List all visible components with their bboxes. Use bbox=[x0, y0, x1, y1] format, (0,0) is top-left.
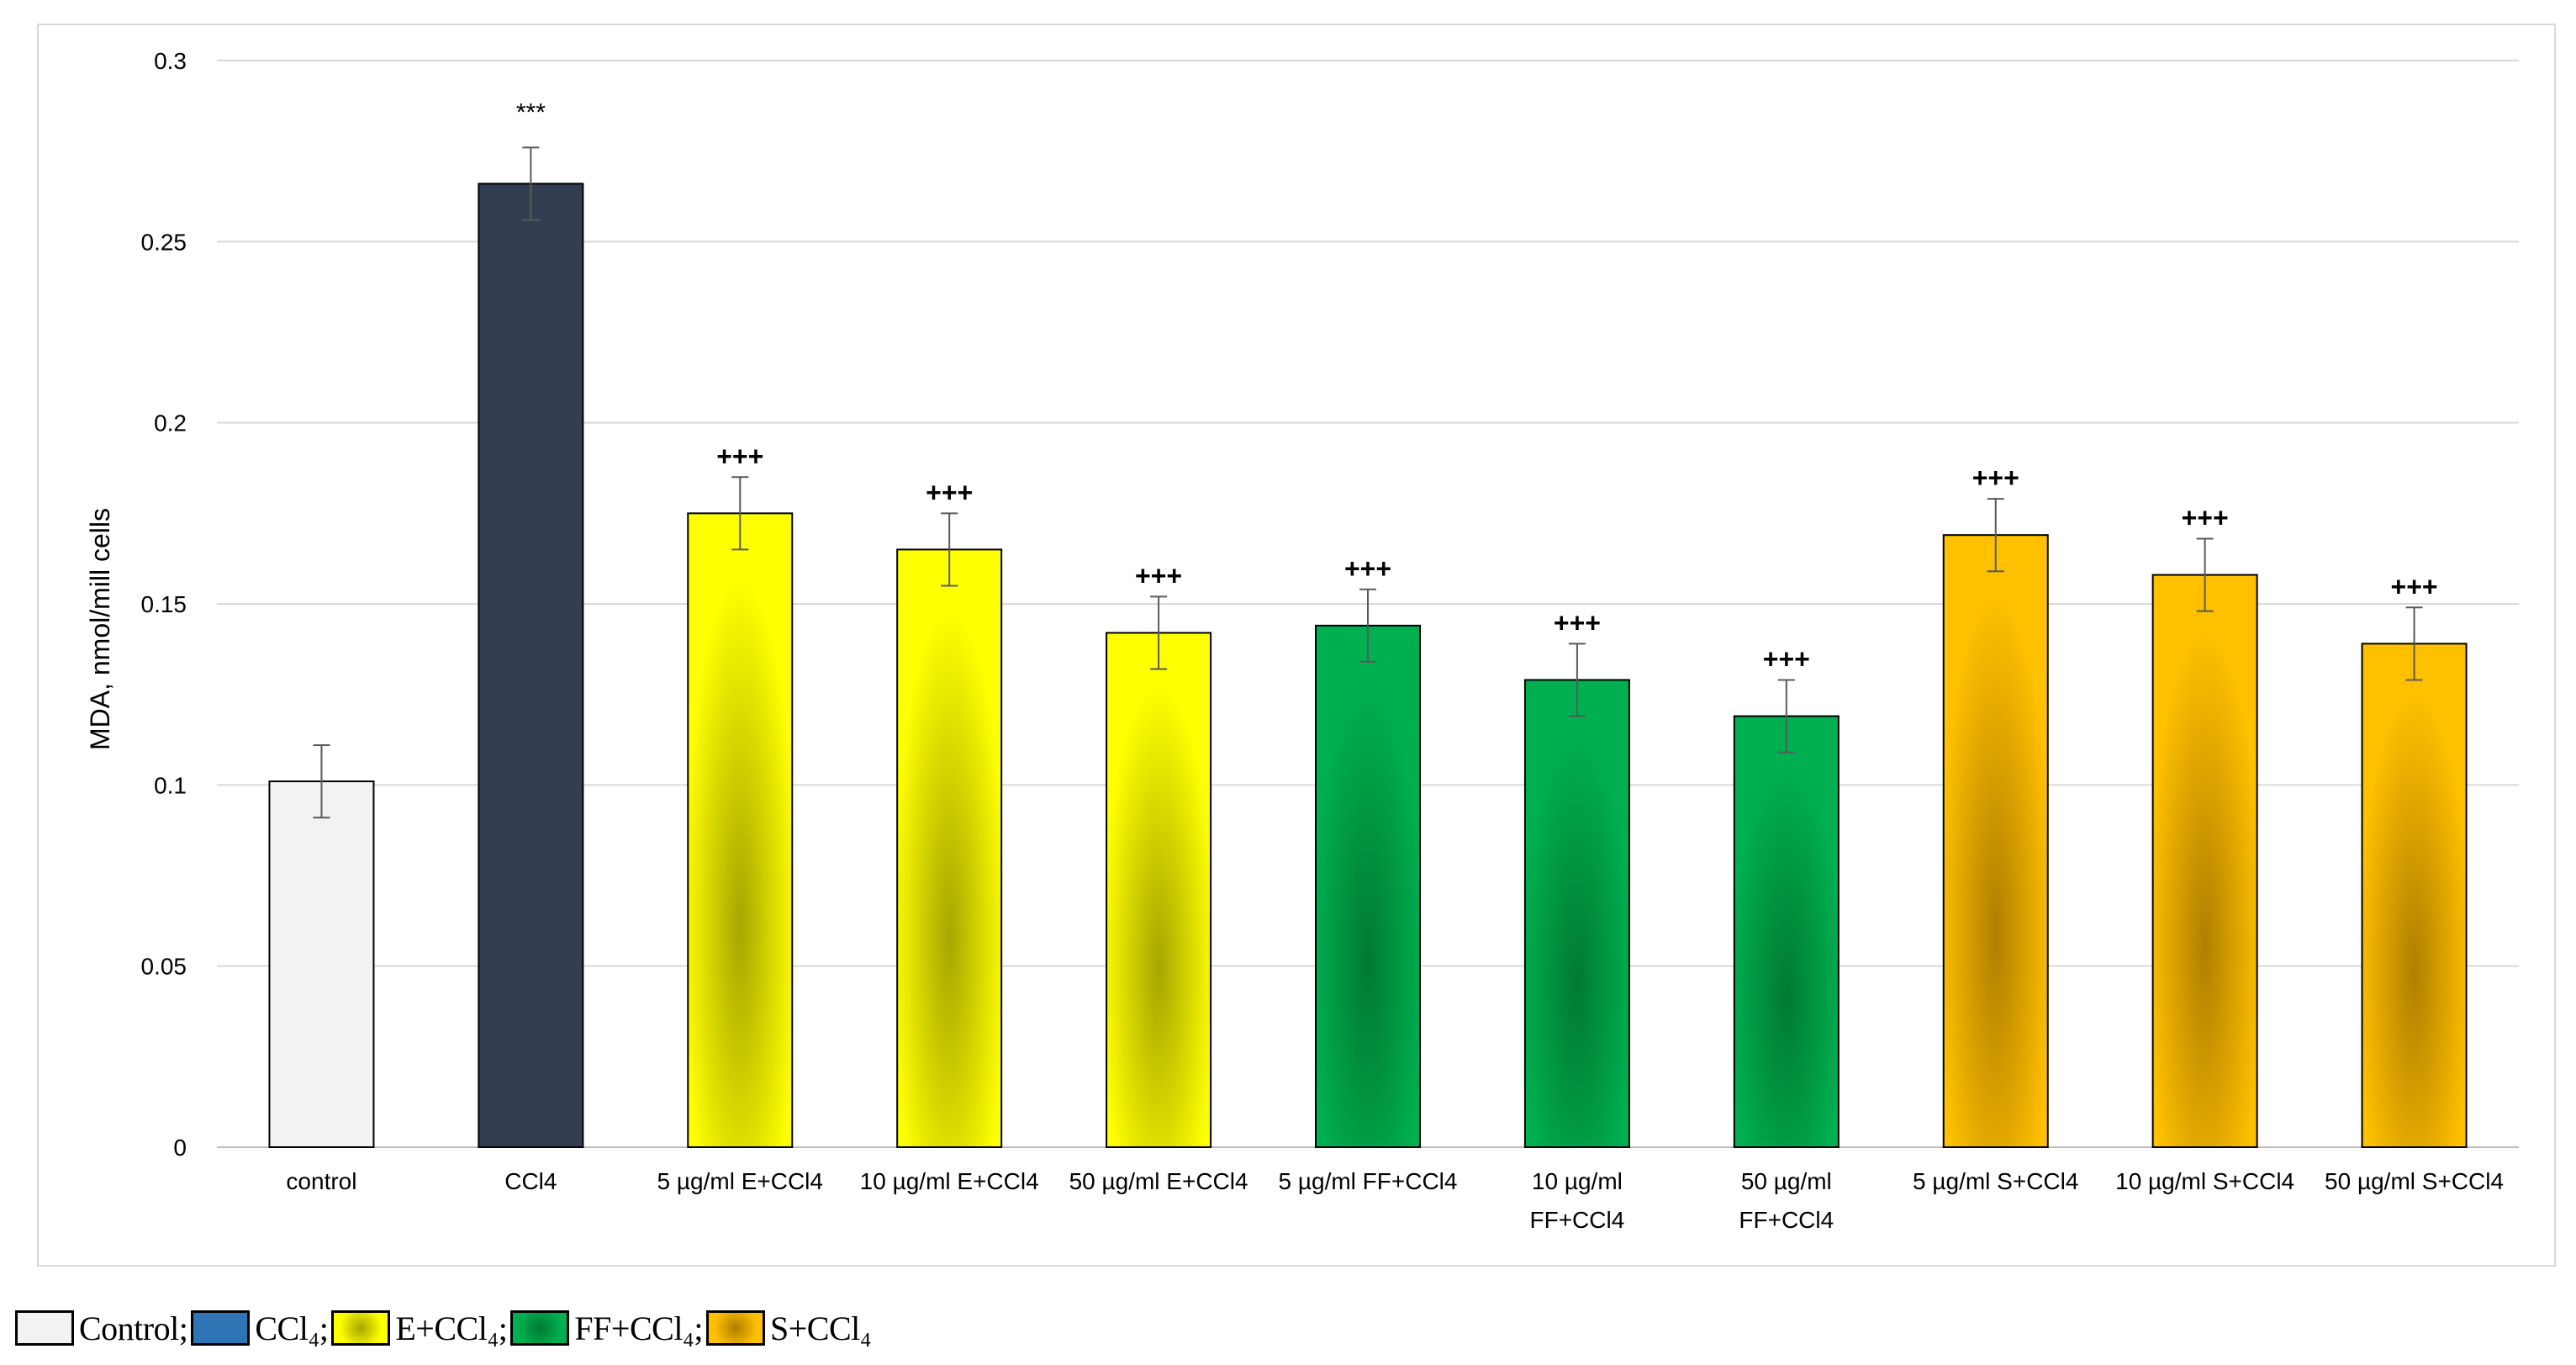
annotation-1: *** bbox=[516, 98, 546, 126]
y-tick-label-4: 0.2 bbox=[154, 410, 187, 436]
x-tick-label-3: 10 µg/ml E+CCl4 bbox=[860, 1168, 1039, 1194]
legend-swatch-e bbox=[331, 1310, 391, 1346]
y-axis-label: MDA, nmol/mill cells bbox=[85, 508, 115, 750]
chart-frame: 0 0.05 0.1 0.15 0.2 0.25 0.3 MDA, nmol/mill cel… bbox=[37, 24, 2556, 1267]
x-tick-label-0: control bbox=[286, 1168, 356, 1194]
x-tick-label-8: 5 µg/ml S+CCl4 bbox=[1913, 1168, 2078, 1194]
bar-0 bbox=[268, 780, 375, 1148]
annotation-2: +++ bbox=[716, 441, 763, 471]
y-tick-label-2: 0.1 bbox=[154, 772, 187, 798]
x-tick-label-1: CCl4 bbox=[504, 1168, 557, 1194]
legend-item-e: E+CCl₄; bbox=[331, 1309, 508, 1348]
legend-item-s: S+CCl₄ bbox=[706, 1309, 872, 1348]
bar-9 bbox=[2151, 574, 2258, 1148]
legend-label-ff: FF+CCl₄; bbox=[574, 1309, 703, 1347]
legend-item-control: Control; bbox=[15, 1309, 188, 1348]
bar-7 bbox=[1733, 715, 1840, 1148]
legend-swatch-ccl4 bbox=[191, 1310, 251, 1346]
legend-swatch-control bbox=[15, 1310, 74, 1346]
legend-label-control: Control; bbox=[79, 1309, 188, 1347]
x-tick-label-6-line-1: FF+CCl4 bbox=[1530, 1207, 1625, 1233]
bar-5 bbox=[1315, 624, 1421, 1148]
annotation-7: +++ bbox=[1763, 643, 1810, 674]
legend-swatch-s bbox=[706, 1310, 765, 1346]
y-tick-label-1: 0.05 bbox=[141, 954, 187, 980]
annotation-9: +++ bbox=[2182, 502, 2229, 532]
bar-4 bbox=[1106, 632, 1212, 1148]
bar-10 bbox=[2361, 643, 2468, 1148]
legend-label-e: E+CCl₄; bbox=[395, 1309, 508, 1347]
legend-label-ccl4: CCl₄; bbox=[255, 1309, 329, 1347]
annotation-3: +++ bbox=[926, 477, 973, 507]
legend-swatch-ff bbox=[510, 1310, 570, 1346]
x-tick-label-2: 5 µg/ml E+CCl4 bbox=[657, 1168, 823, 1194]
bar-1 bbox=[478, 183, 584, 1149]
legend-item-ff: FF+CCl₄; bbox=[510, 1309, 703, 1348]
legend-label-s: S+CCl₄ bbox=[770, 1309, 872, 1347]
bar-3 bbox=[896, 548, 1003, 1148]
x-tick-label-6-line-0: 10 µg/ml bbox=[1532, 1168, 1623, 1194]
bar-2 bbox=[687, 512, 794, 1148]
annotation-8: +++ bbox=[1972, 463, 2019, 493]
y-tick-label-3: 0.15 bbox=[141, 591, 187, 617]
bar-chart: 0 0.05 0.1 0.15 0.2 0.25 0.3 MDA, nmol/mill cel… bbox=[85, 48, 2519, 1233]
legend-item-ccl4: CCl₄; bbox=[191, 1309, 329, 1348]
annotation-6: +++ bbox=[1554, 607, 1601, 638]
bar-8 bbox=[1942, 534, 2049, 1148]
y-tick-label-5: 0.25 bbox=[141, 229, 187, 255]
annotation-4: +++ bbox=[1135, 560, 1182, 590]
x-tick-label-10: 50 µg/ml S+CCl4 bbox=[2325, 1168, 2504, 1194]
annotation-5: +++ bbox=[1344, 553, 1391, 584]
y-tick-label-0: 0 bbox=[173, 1135, 187, 1161]
x-tick-label-4: 50 µg/ml E+CCl4 bbox=[1069, 1168, 1248, 1194]
x-tick-label-7-line-0: 50 µg/ml bbox=[1741, 1168, 1832, 1194]
x-tick-label-9: 10 µg/ml S+CCl4 bbox=[2115, 1168, 2294, 1194]
x-tick-label-7-line-1: FF+CCl4 bbox=[1739, 1207, 1834, 1233]
legend: Control; CCl₄; E+CCl₄; FF+CCl₄; S+CCl₄ bbox=[15, 1308, 874, 1348]
x-tick-label-5: 5 µg/ml FF+CCl4 bbox=[1279, 1168, 1458, 1194]
y-tick-label-6: 0.3 bbox=[154, 48, 187, 74]
bar-6 bbox=[1523, 679, 1630, 1148]
annotation-10: +++ bbox=[2391, 571, 2438, 601]
